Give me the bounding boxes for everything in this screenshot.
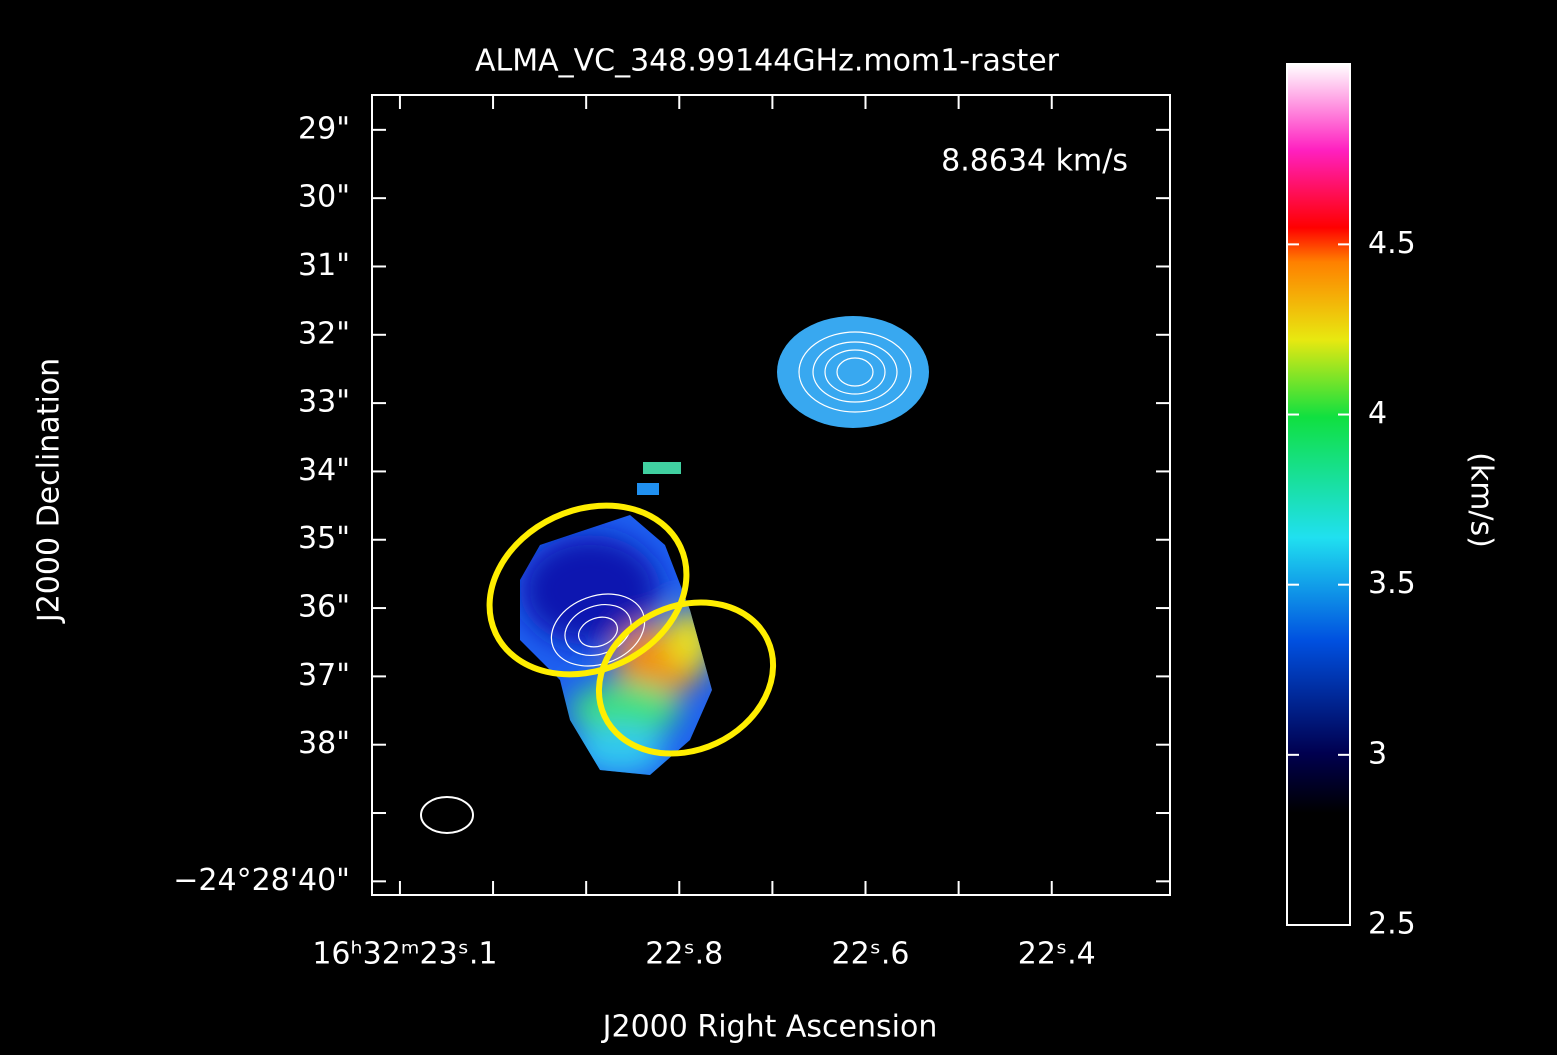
colorbar-tick-label: 3 <box>1368 736 1387 771</box>
chart-title: ALMA_VC_348.99144GHz.mom1-raster <box>475 44 1060 79</box>
y-tick-label: 38" <box>298 726 350 761</box>
y-tick-label: 29" <box>298 111 350 146</box>
annotation: 8.8634 km/s <box>941 144 1128 179</box>
colorbar-tick-label: 3.5 <box>1368 566 1416 601</box>
plot-frame <box>372 95 1170 895</box>
colorbar-tick-label: 4.5 <box>1368 226 1416 261</box>
colorbar-tick-label: 2.5 <box>1368 907 1416 942</box>
x-axis-label: J2000 Right Ascension <box>601 1010 938 1045</box>
colorbar <box>1287 64 1350 925</box>
y-tick-label: 36" <box>298 590 350 625</box>
y-tick-label: −24°28'40" <box>173 863 350 898</box>
x-tick-label: 16ʰ32ᵐ23ˢ.1 <box>312 937 497 972</box>
y-tick-label: 34" <box>298 453 350 488</box>
y-tick-label: 31" <box>298 248 350 283</box>
chart: ALMA_VC_348.99144GHz.mom1-raster 8.8634 … <box>0 0 1557 1055</box>
y-tick-label: 32" <box>298 316 350 351</box>
y-tick-label: 35" <box>298 521 350 556</box>
x-tick-label: 22ˢ.6 <box>832 937 910 972</box>
colorbar-label: (km/s) <box>1464 452 1499 548</box>
y-tick-label: 37" <box>298 658 350 693</box>
source-north <box>777 316 929 428</box>
y-axis-label: J2000 Declination <box>32 358 67 624</box>
raster <box>500 316 929 800</box>
y-tick-label: 33" <box>298 385 350 420</box>
x-tick-label: 22ˢ.8 <box>645 937 723 972</box>
colorbar-tick-label: 4 <box>1368 396 1387 431</box>
y-tick-label: 30" <box>298 180 350 215</box>
x-tick-label: 22ˢ.4 <box>1018 937 1096 972</box>
beam <box>421 797 473 833</box>
